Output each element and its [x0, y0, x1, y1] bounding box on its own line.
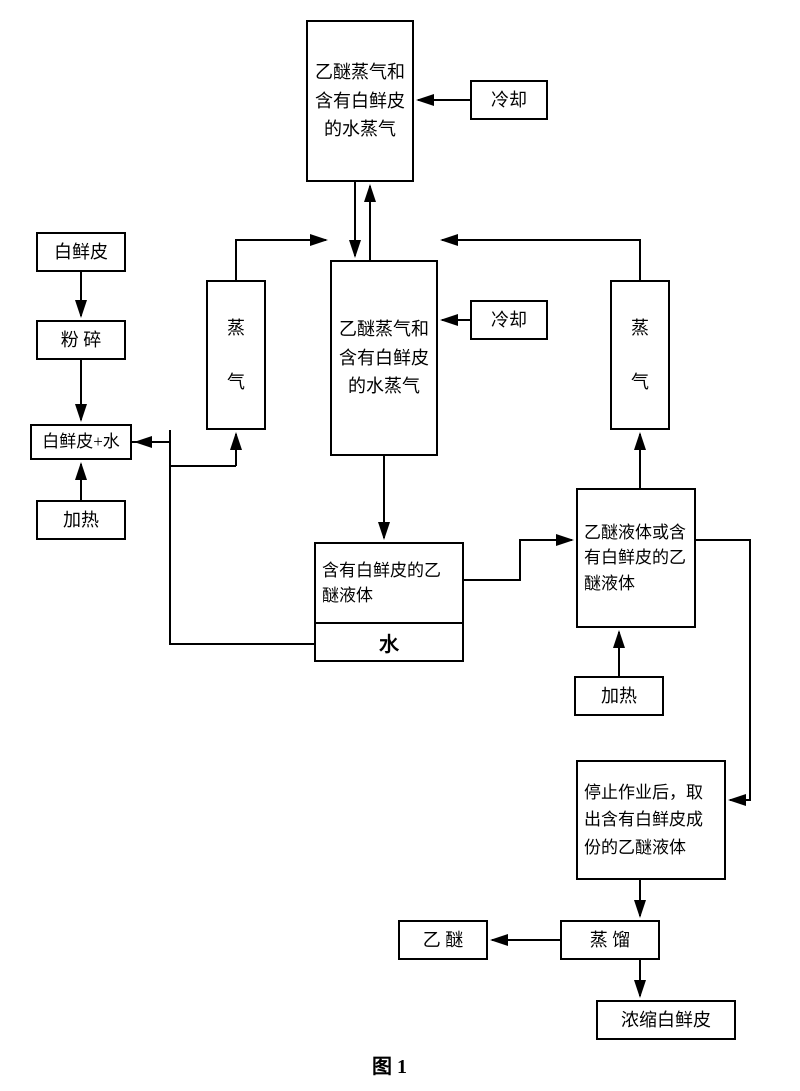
text-cool-mid: 冷却	[491, 307, 527, 334]
box-mid-vapor: 乙醚蒸气和含有白鲜皮的水蒸气	[330, 260, 438, 456]
text-cool-top: 冷却	[491, 87, 527, 114]
box-raw: 白鲜皮	[36, 232, 126, 272]
text-heat-right: 加热	[601, 683, 637, 710]
figure-caption: 图 1	[372, 1050, 407, 1079]
box-heat-left: 加热	[36, 500, 126, 540]
text-raw: 白鲜皮	[54, 239, 108, 266]
box-right-liquid: 乙醚液体或含有白鲜皮的乙醚液体	[576, 488, 696, 628]
text-right-liquid: 乙醚液体或含有白鲜皮的乙醚液体	[584, 520, 688, 597]
text-mix: 白鲜皮+水	[42, 429, 120, 455]
box-steam-right: 蒸 气	[610, 280, 670, 430]
box-liquid-bottom: 水	[316, 624, 462, 660]
box-concentrate: 浓缩白鲜皮	[596, 1000, 736, 1040]
text-liquid-bottom: 水	[379, 628, 399, 657]
box-stop: 停止作业后，取出含有白鲜皮成份的乙醚液体	[576, 760, 726, 880]
box-liquid-top: 含有白鲜皮的乙醚液体	[316, 544, 462, 624]
box-steam-left: 蒸 气	[206, 280, 266, 430]
text-top-vapor: 乙醚蒸气和含有白鲜皮的水蒸气	[314, 58, 406, 144]
text-stop: 停止作业后，取出含有白鲜皮成份的乙醚液体	[584, 779, 718, 861]
text-mid-vapor: 乙醚蒸气和含有白鲜皮的水蒸气	[338, 315, 430, 401]
box-cool-mid: 冷却	[470, 300, 548, 340]
box-ether: 乙 醚	[398, 920, 488, 960]
box-liquid: 含有白鲜皮的乙醚液体 水	[314, 542, 464, 662]
box-top-vapor: 乙醚蒸气和含有白鲜皮的水蒸气	[306, 20, 414, 182]
text-ether: 乙 醚	[423, 927, 464, 954]
text-steam-left: 蒸 气	[227, 315, 245, 396]
box-crush: 粉 碎	[36, 320, 126, 360]
text-steam-right: 蒸 气	[631, 315, 649, 396]
box-cool-top: 冷却	[470, 80, 548, 120]
box-distill: 蒸 馏	[560, 920, 660, 960]
text-concentrate: 浓缩白鲜皮	[621, 1007, 711, 1034]
text-liquid-top: 含有白鲜皮的乙醚液体	[322, 558, 456, 609]
box-heat-right: 加热	[574, 676, 664, 716]
text-crush: 粉 碎	[61, 327, 102, 354]
box-mix: 白鲜皮+水	[30, 424, 132, 460]
text-distill: 蒸 馏	[590, 927, 631, 954]
text-heat-left: 加热	[63, 507, 99, 534]
